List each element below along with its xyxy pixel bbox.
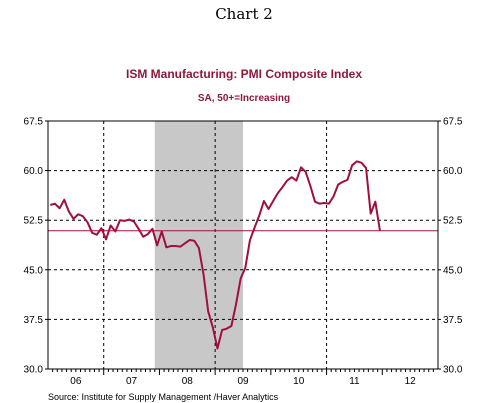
recession-shading [154, 121, 243, 369]
y-tick-label-left: 30.0 [24, 365, 44, 376]
x-tick-label: 09 [237, 376, 249, 387]
y-tick-label-left: 67.5 [24, 117, 44, 128]
chart-heading: Chart 2 [215, 5, 273, 23]
y-tick-label-left: 52.5 [24, 216, 44, 227]
y-axis-right: 67.5 60.0 52.5 45.0 37.5 30.0 [443, 117, 463, 376]
x-tick-label: 06 [70, 376, 82, 387]
y-tick-label-left: 37.5 [24, 315, 44, 326]
series-line-pmi [50, 160, 381, 350]
y-tick-label-left: 60.0 [24, 166, 44, 177]
gridlines [48, 121, 438, 369]
y-tick-label-right: 45.0 [443, 265, 463, 276]
y-tick-label-right: 52.5 [443, 216, 463, 227]
x-tick-label: 11 [349, 376, 360, 387]
y-tick-label-right: 60.0 [443, 166, 463, 177]
chart-subtitle: SA, 50+=Increasing [198, 93, 290, 104]
y-tick-label-right: 30.0 [443, 365, 463, 376]
x-tick-label: 12 [405, 376, 417, 387]
y-tick-label-right: 37.5 [443, 315, 463, 326]
chart-title: ISM Manufacturing: PMI Composite Index [126, 67, 362, 81]
x-tick-label: 07 [126, 376, 138, 387]
y-axis-left: 67.5 60.0 52.5 45.0 37.5 30.0 [24, 117, 44, 376]
axis-ticks [45, 120, 441, 375]
y-tick-label-left: 45.0 [24, 265, 44, 276]
x-tick-label: 10 [293, 376, 305, 387]
y-tick-label-right: 67.5 [443, 117, 463, 128]
x-tick-label: 08 [182, 376, 194, 387]
source-note: Source: Institute for Supply Management … [48, 392, 279, 402]
x-axis: 06 07 08 09 10 11 12 [70, 376, 416, 387]
